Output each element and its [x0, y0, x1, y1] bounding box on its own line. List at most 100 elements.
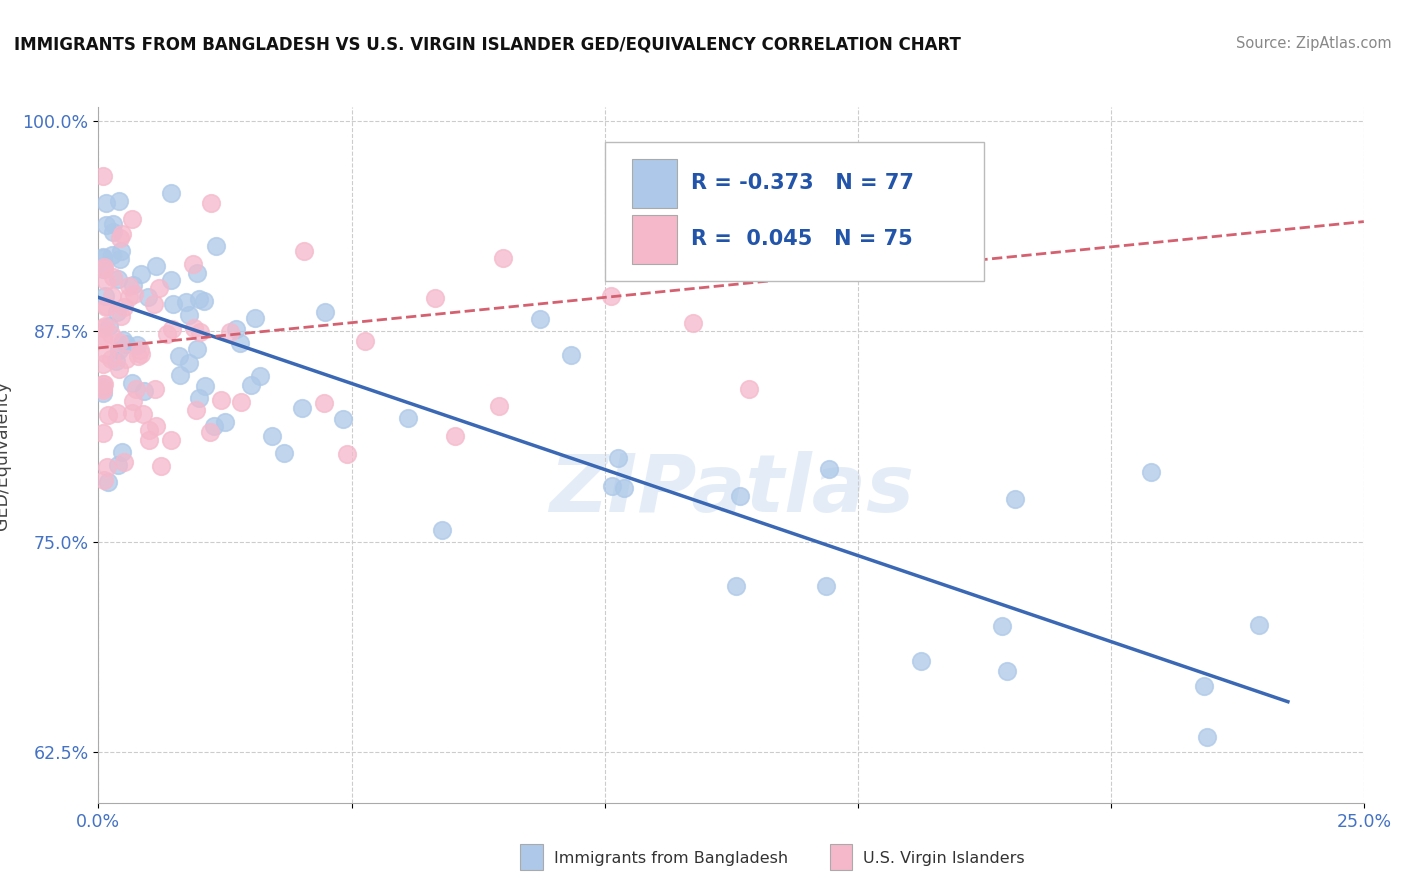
- Point: [145, 418, 167, 433]
- Point: [93, 321, 115, 335]
- Point: [143, 382, 166, 396]
- Text: R =  0.045   N = 75: R = 0.045 N = 75: [690, 228, 912, 249]
- Point: [560, 348, 582, 362]
- Point: [100, 327, 122, 342]
- Point: [118, 290, 141, 304]
- FancyBboxPatch shape: [605, 142, 984, 281]
- Point: [107, 458, 129, 473]
- Point: [194, 379, 217, 393]
- Point: [108, 343, 131, 357]
- Point: [1004, 491, 1026, 506]
- Point: [93, 385, 115, 400]
- Point: [93, 250, 115, 264]
- Point: [101, 248, 124, 262]
- Point: [200, 195, 222, 210]
- Point: [93, 329, 115, 343]
- Point: [396, 411, 419, 425]
- Point: [101, 269, 124, 284]
- Point: [115, 351, 138, 366]
- Point: [145, 259, 167, 273]
- Bar: [633, 159, 676, 208]
- Point: [127, 338, 149, 352]
- Point: [93, 377, 115, 392]
- Point: [738, 382, 761, 396]
- Point: [93, 262, 115, 277]
- Point: [93, 383, 115, 397]
- Point: [249, 368, 271, 383]
- Point: [94, 288, 117, 302]
- Point: [240, 378, 263, 392]
- Point: [183, 321, 205, 335]
- Point: [97, 475, 120, 490]
- Point: [1139, 465, 1161, 479]
- Point: [607, 450, 630, 465]
- Point: [1192, 680, 1215, 694]
- Point: [599, 288, 621, 302]
- Point: [108, 252, 131, 266]
- Point: [181, 257, 204, 271]
- Point: [160, 186, 183, 200]
- Point: [93, 261, 115, 276]
- Point: [129, 343, 152, 358]
- Point: [94, 347, 117, 361]
- Point: [198, 425, 221, 439]
- Point: [111, 444, 134, 458]
- Point: [121, 406, 143, 420]
- Text: IMMIGRANTS FROM BANGLADESH VS U.S. VIRGIN ISLANDER GED/EQUIVALENCY CORRELATION C: IMMIGRANTS FROM BANGLADESH VS U.S. VIRGI…: [14, 36, 960, 54]
- Point: [492, 251, 515, 265]
- Point: [205, 239, 228, 253]
- Point: [354, 334, 377, 348]
- Point: [169, 349, 191, 363]
- Point: [430, 524, 453, 538]
- Point: [214, 416, 236, 430]
- Point: [129, 347, 152, 361]
- Point: [997, 664, 1019, 678]
- Point: [211, 393, 233, 408]
- Point: [243, 311, 266, 326]
- Point: [111, 333, 134, 347]
- Point: [225, 322, 247, 336]
- Point: [150, 458, 173, 473]
- Point: [93, 169, 115, 183]
- Point: [108, 231, 131, 245]
- Point: [138, 433, 160, 447]
- Point: [100, 352, 122, 367]
- Point: [93, 357, 115, 371]
- Point: [105, 304, 128, 318]
- Text: Source: ZipAtlas.com: Source: ZipAtlas.com: [1236, 36, 1392, 51]
- Point: [219, 325, 242, 339]
- Point: [156, 327, 179, 342]
- Point: [97, 408, 120, 422]
- Point: [162, 297, 184, 311]
- Point: [179, 356, 201, 370]
- Point: [127, 349, 149, 363]
- Point: [93, 382, 115, 396]
- Point: [93, 425, 115, 440]
- Point: [132, 407, 155, 421]
- Point: [93, 377, 115, 392]
- Point: [122, 278, 145, 293]
- Point: [121, 376, 143, 391]
- Point: [115, 336, 138, 351]
- Point: [160, 321, 183, 335]
- Point: [96, 274, 118, 288]
- Point: [121, 211, 143, 226]
- Point: [94, 319, 117, 334]
- Point: [815, 579, 838, 593]
- Point: [97, 319, 120, 334]
- Point: [290, 401, 312, 415]
- Point: [186, 266, 208, 280]
- Point: [93, 332, 115, 346]
- Point: [118, 279, 141, 293]
- Point: [134, 384, 156, 398]
- Point: [107, 335, 129, 350]
- Point: [148, 281, 170, 295]
- Point: [169, 368, 191, 382]
- Point: [122, 393, 145, 408]
- Point: [193, 293, 215, 308]
- Point: [112, 455, 135, 469]
- Point: [423, 291, 446, 305]
- Point: [101, 225, 124, 239]
- Point: [122, 286, 145, 301]
- Text: U.S. Virgin Islanders: U.S. Virgin Islanders: [863, 851, 1025, 865]
